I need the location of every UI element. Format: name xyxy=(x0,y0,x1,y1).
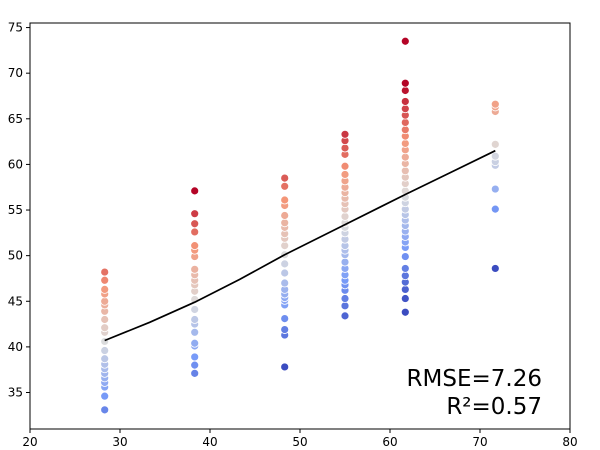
data-point xyxy=(190,368,200,378)
data-point xyxy=(190,352,200,362)
data-point xyxy=(400,294,410,303)
data-point xyxy=(400,264,410,273)
data-point xyxy=(340,311,350,321)
data-point xyxy=(280,259,290,269)
data-point xyxy=(280,362,290,372)
data-point xyxy=(190,264,200,274)
data-point xyxy=(190,338,200,348)
data-point xyxy=(280,211,290,220)
y-tick-label: 45 xyxy=(8,294,23,308)
y-tick-label: 35 xyxy=(8,386,23,400)
fit-line xyxy=(104,149,496,342)
data-point xyxy=(340,212,350,221)
data-point xyxy=(400,36,410,46)
data-point xyxy=(400,86,410,95)
data-point xyxy=(100,323,110,333)
data-point xyxy=(100,346,110,355)
x-tick-label: 60 xyxy=(382,435,397,449)
data-point xyxy=(100,296,110,306)
data-point xyxy=(280,268,290,278)
data-points xyxy=(100,36,500,415)
rmse-annotation: RMSE=7.26 xyxy=(407,366,542,392)
data-point xyxy=(340,129,350,139)
data-point xyxy=(280,181,290,191)
x-tick-label: 70 xyxy=(472,435,487,449)
data-point xyxy=(400,104,410,114)
y-tick-label: 40 xyxy=(8,340,23,354)
data-point xyxy=(400,252,410,261)
data-point xyxy=(280,278,290,288)
data-point xyxy=(190,186,200,196)
y-tick-label: 55 xyxy=(8,203,23,217)
data-point xyxy=(190,219,200,229)
data-point xyxy=(400,152,410,162)
data-point xyxy=(400,166,410,176)
y-tick-label: 50 xyxy=(8,249,23,263)
data-point xyxy=(400,97,410,106)
data-point xyxy=(340,161,350,171)
data-point xyxy=(340,301,350,311)
y-axis: 35 40 45 50 55 60 65 70 75 xyxy=(8,21,30,400)
x-axis: 20 30 40 50 60 70 80 xyxy=(22,429,578,449)
data-point xyxy=(100,275,110,285)
data-point xyxy=(400,125,410,135)
data-point xyxy=(100,315,110,324)
data-point xyxy=(340,170,350,179)
data-point xyxy=(100,405,110,415)
data-point xyxy=(280,314,290,324)
data-point xyxy=(280,218,290,228)
data-point xyxy=(190,315,200,324)
x-tick-label: 40 xyxy=(202,435,217,449)
data-point xyxy=(280,241,290,251)
data-point xyxy=(340,257,350,267)
data-point xyxy=(400,118,410,127)
data-point xyxy=(400,78,410,88)
y-tick-label: 75 xyxy=(8,21,23,35)
data-point xyxy=(190,209,200,219)
data-point xyxy=(400,271,410,281)
data-point xyxy=(490,139,500,149)
data-point xyxy=(340,143,350,153)
data-point xyxy=(280,195,290,205)
data-point xyxy=(190,227,200,237)
data-point xyxy=(100,354,110,364)
y-tick-label: 65 xyxy=(8,112,23,126)
x-tick-label: 50 xyxy=(292,435,307,449)
data-point xyxy=(190,241,200,251)
r2-annotation: R²=0.57 xyxy=(446,394,542,420)
data-point xyxy=(190,327,200,337)
data-point xyxy=(340,294,350,303)
x-tick-label: 80 xyxy=(562,435,577,449)
data-point xyxy=(100,391,110,401)
data-point xyxy=(100,267,110,277)
data-point xyxy=(190,305,200,314)
data-point xyxy=(400,307,410,317)
data-point xyxy=(100,285,110,294)
data-point xyxy=(280,325,290,334)
data-point xyxy=(280,173,290,183)
data-point xyxy=(190,360,200,370)
data-point xyxy=(400,139,410,148)
data-point xyxy=(490,184,500,194)
data-point xyxy=(490,99,500,109)
y-tick-label: 60 xyxy=(8,157,23,171)
y-tick-label: 70 xyxy=(8,66,23,80)
data-point xyxy=(490,264,500,273)
x-tick-label: 20 xyxy=(22,435,37,449)
data-point xyxy=(490,151,500,161)
data-point xyxy=(400,285,410,294)
data-point xyxy=(490,204,500,214)
x-tick-label: 30 xyxy=(112,435,127,449)
